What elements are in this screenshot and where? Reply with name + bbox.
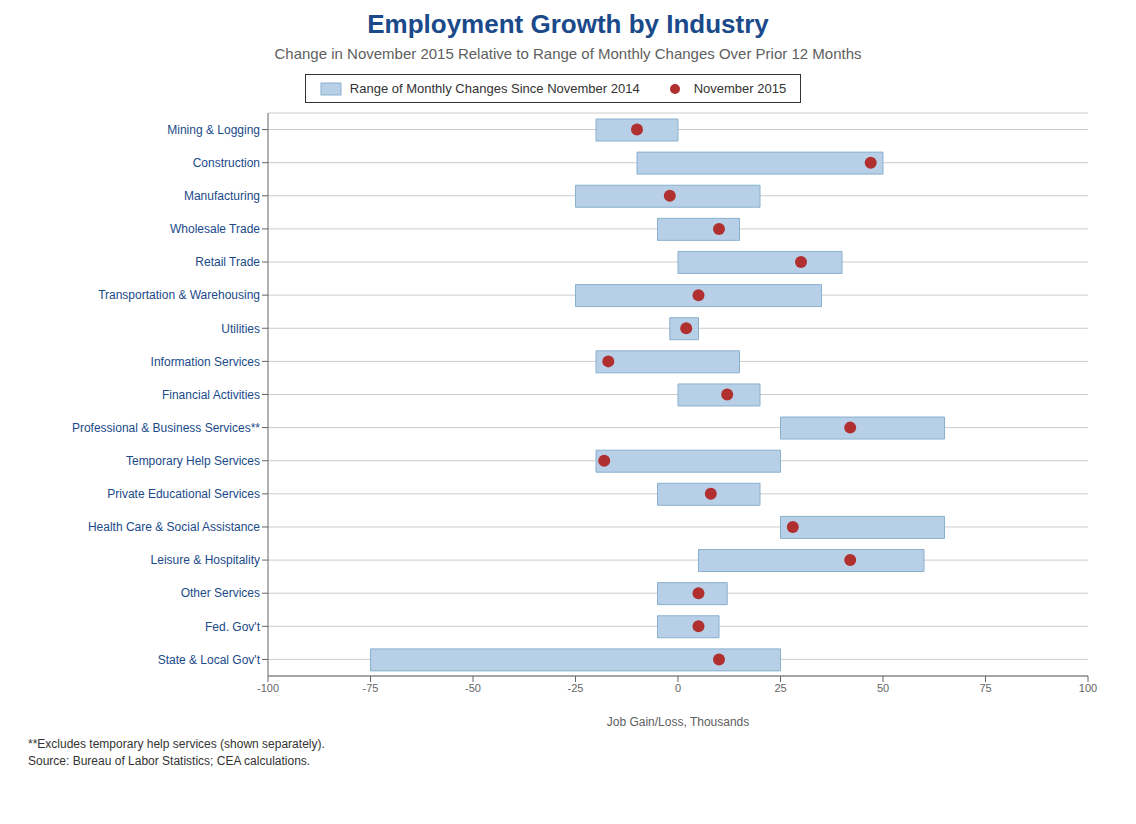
svg-text:Information Services: Information Services [151,355,260,369]
svg-text:Leisure & Hospitality: Leisure & Hospitality [151,553,260,567]
svg-text:0: 0 [675,682,681,694]
svg-text:Private Educational Services: Private Educational Services [107,487,260,501]
html-text:Source: Bureau of Labor Statis: Source: Bureau of Labor Statistics; CEA … [28,754,311,768]
svg-text:75: 75 [979,682,991,694]
svg-text:Professional & Business Servic: Professional & Business Services** [72,421,260,435]
html-text:**Excludes temporary help serv: **Excludes temporary help services (show… [28,737,325,751]
svg-text:Wholesale Trade: Wholesale Trade [170,222,260,236]
svg-text:-25: -25 [568,682,584,694]
svg-text:Job Gain/Loss, Thousands: Job Gain/Loss, Thousands [607,715,750,729]
html-text:Change in November 2015 Relati: Change in November 2015 Relative to Rang… [274,45,862,62]
svg-text:Fed. Gov't: Fed. Gov't [205,620,261,634]
svg-text:Utilities: Utilities [221,322,260,336]
html-text:Employment Growth by Industry: Employment Growth by Industry [367,9,769,39]
svg-text:Financial Activities: Financial Activities [162,388,260,402]
svg-text:-50: -50 [465,682,481,694]
svg-text:Health Care & Social Assistanc: Health Care & Social Assistance [88,520,260,534]
svg-text:Construction: Construction [193,156,260,170]
svg-text:50: 50 [877,682,889,694]
html-text:November 2015: November 2015 [693,81,787,96]
svg-text:100: 100 [1079,682,1097,694]
svg-text:Temporary Help Services: Temporary Help Services [126,454,260,468]
svg-text:Other Services: Other Services [181,586,260,600]
svg-text:-100: -100 [257,682,279,694]
svg-text:25: 25 [774,682,786,694]
svg-text:Transportation & Warehousing: Transportation & Warehousing [98,288,260,302]
svg-text:-75: -75 [363,682,379,694]
svg-text:Manufacturing: Manufacturing [184,189,260,203]
html-text:Range of Monthly Changes Since: Range of Monthly Changes Since November … [349,81,640,96]
svg-text:Retail Trade: Retail Trade [195,255,260,269]
svg-text:State & Local Gov't: State & Local Gov't [158,653,261,667]
svg-text:Mining & Logging: Mining & Logging [167,123,260,137]
